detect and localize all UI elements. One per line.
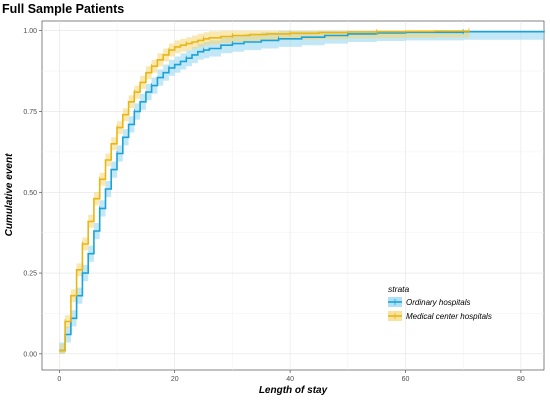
y-tick-label: 0.50 [23,190,37,197]
x-tick-label: 80 [517,376,525,383]
x-tick-label: 20 [171,376,179,383]
plot-panel [41,20,545,371]
x-tick-label: 40 [286,376,294,383]
y-tick-label: 0.25 [23,271,37,278]
x-tick-label: 0 [57,376,61,383]
grid-lines [42,21,544,370]
y-tick-label: 0.75 [23,109,37,116]
legend-title: strata [388,284,410,294]
x-tick-label: 60 [402,376,410,383]
legend-label-1: Medical center hospitals [406,312,492,321]
series-lines [59,28,545,352]
x-axis-title: Length of stay [259,385,328,396]
y-axis-title: Cumulative event [4,153,15,236]
legend-label-0: Ordinary hospitals [406,298,470,307]
axis-ticks: 0 20 40 60 80 0.00 0.25 0.50 0.75 1.00 [23,28,525,383]
chart-title: Full Sample Patients [2,2,124,16]
y-tick-label: 1.00 [23,28,37,35]
y-tick-label: 0.00 [23,351,37,358]
legend: strata Ordinary hospitals Medical center … [388,284,492,321]
